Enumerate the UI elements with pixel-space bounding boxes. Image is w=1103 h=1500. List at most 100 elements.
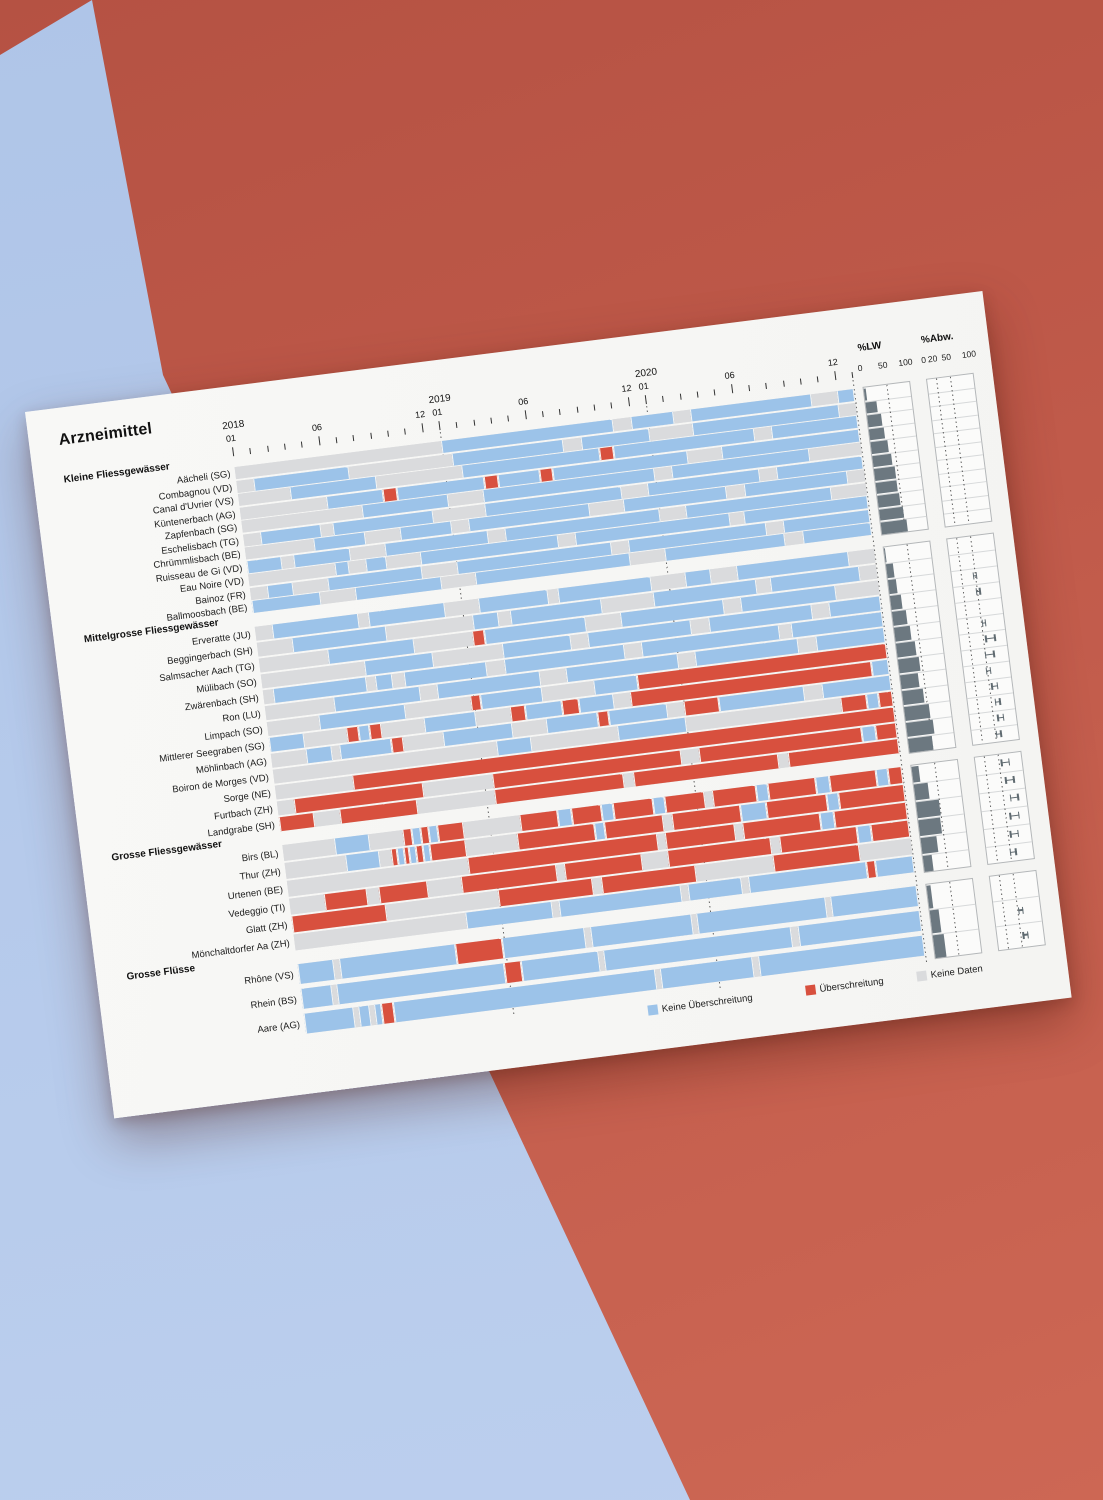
axis-tick (644, 395, 647, 405)
timeline-segment-nd (810, 602, 830, 619)
timeline-segment-nd (347, 559, 367, 574)
axis-tick (696, 391, 699, 398)
timeline-segment-nd (623, 642, 643, 659)
scale-tick-label: 0 (920, 354, 927, 366)
timeline-segment-ex (538, 467, 555, 482)
axis-month-label: 01 (225, 432, 237, 444)
scale-tick-label: 100 (897, 356, 914, 369)
axis-tick (318, 436, 321, 446)
lw-bar (922, 854, 934, 872)
timeline-segment-nd (236, 478, 255, 493)
axis-month-label: 01 (638, 380, 650, 392)
abw-range-cap (1026, 930, 1029, 939)
lw-bar (907, 735, 934, 753)
timeline-segment-ok (870, 659, 890, 676)
timeline-segment-nd (539, 667, 568, 686)
axis-tick (593, 404, 596, 411)
timeline-segment-ex (382, 487, 398, 502)
timeline-segment-ok (740, 801, 769, 821)
abw-group-box (946, 532, 1020, 746)
axis-tick (627, 397, 630, 407)
axis-tick (404, 428, 407, 435)
abw-range-cap (990, 682, 994, 691)
lw-group-box (862, 380, 929, 536)
abw-column-header: %Abw. (920, 331, 954, 347)
lw-bar (883, 547, 887, 562)
axis-tick (335, 437, 338, 444)
lw-bar (895, 640, 917, 658)
axis-tick (490, 417, 493, 424)
lw-column-header: %LW (856, 340, 883, 355)
lw-bar (870, 440, 890, 454)
timeline-segment-nd (666, 701, 686, 718)
abw-range-cap (996, 682, 999, 690)
timeline-segment-nd (243, 531, 262, 547)
timeline-segment-nd (320, 588, 357, 605)
axis-tick (421, 423, 424, 433)
timeline-segment-nd (289, 893, 326, 915)
timeline-segment-ok (333, 833, 371, 855)
abw-range-cap (1009, 812, 1012, 820)
abw-range-cap (1017, 906, 1020, 914)
axis-tick (799, 378, 802, 385)
legend-label: Überschreitung (818, 975, 885, 995)
timeline-segment-ex (278, 812, 315, 832)
timeline-segment-nd (673, 409, 692, 424)
lw-bar (901, 688, 925, 705)
timeline-segment-nd (610, 539, 630, 554)
timeline-segment-nd (784, 531, 804, 546)
lw-bar (911, 765, 921, 783)
timeline-segment-ex (483, 474, 500, 489)
timeline-segment-nd (562, 437, 582, 452)
abw-range-cap (997, 714, 1000, 722)
legend-swatch-ok (647, 1004, 659, 1016)
timeline-segment-ok (471, 611, 500, 630)
lw-bar (920, 835, 939, 854)
timeline-segment-nd (710, 565, 739, 584)
timeline-segment-nd (486, 659, 506, 677)
lw-group-box (910, 758, 972, 873)
axis-tick (576, 406, 579, 413)
timeline-segment-ok (684, 568, 713, 587)
lw-bar (899, 672, 920, 689)
timeline-segment-ok (344, 850, 382, 871)
abw-range-cap (999, 730, 1003, 738)
lw-bar (932, 933, 947, 958)
timeline-segment-nd (838, 402, 857, 417)
abw-range-cap (1014, 848, 1018, 856)
axis-tick (473, 419, 475, 426)
timeline-segment-nd (858, 564, 878, 581)
timeline-segment-nd (690, 617, 710, 635)
lw-bar (885, 562, 895, 578)
timeline-segment-ex (875, 722, 898, 740)
abw-group-box (925, 372, 993, 528)
axis-tick (232, 447, 235, 457)
timeline-segment-nd (680, 747, 700, 765)
poster-paper: Arzneimittel %LW %Abw. Keine Überschreit… (25, 291, 1072, 1119)
timeline-segment-nd (803, 683, 823, 701)
lw-bar (865, 400, 879, 414)
legend-item: Keine Überschreitung (647, 992, 753, 1017)
axis-tick (352, 434, 355, 442)
timeline-segment-nd (641, 850, 670, 870)
timeline-segment-nd (765, 520, 785, 535)
abw-range-cap (1007, 758, 1011, 766)
abw-dotted-guide (998, 874, 1010, 949)
axis-tick (713, 389, 716, 396)
axis-tick (455, 421, 458, 429)
timeline-segment-ex (437, 821, 465, 841)
timeline-segment-nd (451, 519, 470, 534)
lw-bar (872, 453, 893, 468)
timeline-segment-ok (297, 959, 336, 984)
timeline-segment-ex (455, 937, 505, 964)
timeline-segment-nd (847, 548, 876, 566)
abw-range-cap (975, 571, 978, 580)
abw-range-cap (1017, 811, 1021, 819)
axis-month-label: 06 (724, 369, 736, 381)
axis-tick (266, 445, 269, 452)
axis-month-label: 06 (517, 395, 529, 408)
axis-year-label: 2019 (427, 392, 452, 407)
axis-month-label: 06 (311, 421, 323, 434)
abw-range-cap (1021, 906, 1024, 914)
abw-range-cap (995, 730, 998, 738)
